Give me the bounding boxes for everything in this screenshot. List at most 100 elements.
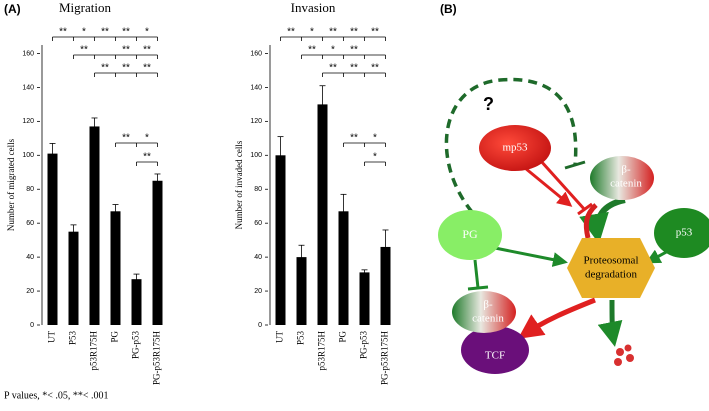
x-tick-label: PG-p53R175H: [152, 331, 162, 386]
inhibit-line: [473, 259, 480, 289]
arrow: [583, 203, 598, 239]
y-tick-label: 160: [250, 50, 262, 57]
bar: [359, 272, 370, 325]
p53-node: [654, 208, 709, 258]
node-label: PG: [462, 227, 478, 241]
sig-label: **: [59, 27, 67, 38]
dashed-link: [444, 77, 578, 214]
sig-label: **: [122, 45, 130, 56]
y-tick-label: 80: [26, 186, 34, 193]
x-tick-label: P53: [68, 331, 78, 346]
node-label: p53: [676, 227, 693, 239]
sig-label: *: [82, 27, 86, 38]
sig-label: *: [373, 133, 377, 144]
x-tick-label: PG: [110, 331, 120, 343]
sig-label: **: [350, 133, 358, 144]
x-tick-label: UT: [275, 331, 285, 343]
footnote: P values, *< .05, **< .001: [4, 390, 109, 401]
y-tick-label: 140: [250, 84, 262, 91]
sig-label: **: [122, 133, 130, 144]
sig-label: *: [331, 45, 335, 56]
chart-title: Migration: [59, 0, 111, 15]
x-tick-label: PG-p53: [359, 331, 369, 360]
pg-node: [438, 210, 502, 260]
sig-label: *: [310, 27, 314, 38]
sig-label: *: [145, 133, 149, 144]
y-tick-label: 140: [22, 84, 34, 91]
bar: [317, 104, 328, 325]
chart-title: Invasion: [291, 0, 336, 15]
sig-label: **: [80, 45, 88, 56]
sig-label: **: [143, 63, 151, 74]
x-tick-label: p53R175H: [317, 331, 327, 371]
node-label: catenin: [610, 178, 642, 190]
fragment: [624, 344, 632, 352]
y-tick-label: 80: [254, 186, 262, 193]
arrow: [494, 246, 568, 268]
y-tick-label: 120: [22, 118, 34, 125]
sig-label: **: [143, 152, 151, 163]
sig-label: **: [350, 45, 358, 56]
tcf-node: [461, 326, 529, 374]
node-label: β-: [621, 164, 631, 176]
sig-label: **: [101, 27, 109, 38]
y-tick-label: 20: [254, 288, 262, 295]
bar: [89, 126, 100, 325]
bar: [68, 231, 79, 325]
sig-label: *: [145, 27, 149, 38]
x-tick-label: PG: [338, 331, 348, 343]
node-label: mp53: [502, 142, 528, 154]
y-tick-label: 160: [22, 50, 34, 57]
y-tick-label: 40: [254, 254, 262, 261]
arrow: [524, 166, 573, 207]
y-tick-label: 40: [26, 254, 34, 261]
bar: [296, 257, 307, 325]
sig-label: **: [143, 45, 151, 56]
sig-label: **: [350, 27, 358, 38]
diagram: (B) ? mp53 β- catenin PG p53 Proteosomal…: [438, 2, 709, 374]
arrow: [597, 299, 623, 347]
x-tick-label: PG-p53R175H: [380, 331, 390, 386]
sig-label: **: [350, 63, 358, 74]
bar: [338, 211, 349, 325]
sig-label: **: [287, 27, 295, 38]
sig-label: **: [101, 63, 109, 74]
y-axis-label: Number of migrated cells: [6, 138, 16, 231]
y-tick-label: 60: [254, 220, 262, 227]
sig-label: *: [373, 152, 377, 163]
beta-catenin-node: [590, 156, 654, 200]
panel-label: (B): [440, 2, 457, 16]
x-tick-label: p53R175H: [89, 331, 99, 371]
fragment: [626, 354, 634, 362]
fragment: [614, 358, 622, 366]
node-label: catenin: [472, 313, 504, 325]
node-label: TCF: [485, 350, 505, 362]
arrow: [579, 197, 626, 244]
sig-label: **: [329, 63, 337, 74]
y-tick-label: 60: [26, 220, 34, 227]
inhibit-bar: [564, 160, 586, 170]
fragment: [616, 348, 624, 356]
bar: [275, 155, 286, 325]
y-axis-label: Number of invaded cells: [234, 140, 244, 229]
beta-catenin-node: [452, 291, 516, 333]
y-tick-label: 0: [258, 322, 262, 329]
panel-label: (A): [4, 2, 21, 16]
x-tick-label: UT: [47, 331, 57, 343]
x-tick-label: P53: [296, 331, 306, 346]
x-tick-label: PG-p53: [131, 331, 141, 360]
node-label: degradation: [585, 269, 637, 281]
sig-label: **: [122, 63, 130, 74]
bar: [152, 180, 163, 325]
bar: [131, 279, 142, 325]
sig-label: **: [308, 45, 316, 56]
bar: [47, 153, 58, 325]
y-tick-label: 0: [30, 322, 34, 329]
y-tick-label: 100: [250, 152, 262, 159]
question-mark: ?: [483, 94, 494, 114]
y-tick-label: 120: [250, 118, 262, 125]
sig-label: **: [329, 27, 337, 38]
arrow: [517, 297, 596, 339]
bar: [110, 211, 121, 325]
